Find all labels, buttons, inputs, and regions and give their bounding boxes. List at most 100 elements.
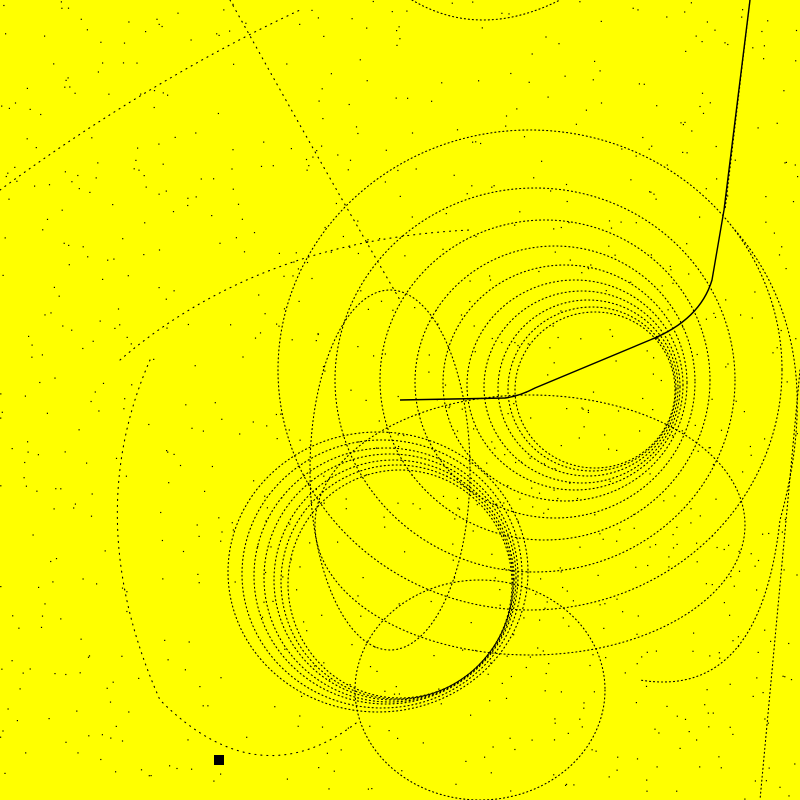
speckle-dot: [568, 222, 570, 224]
speckle-dot: [657, 337, 659, 339]
speckle-dot: [494, 577, 496, 579]
speckle-dot: [544, 690, 546, 692]
speckle-dot: [312, 156, 314, 158]
speckle-dot: [505, 115, 508, 117]
speckle-dot: [53, 508, 55, 510]
speckle-dot: [757, 651, 759, 653]
speckle-dot: [784, 676, 786, 678]
speckle-dot: [99, 320, 101, 322]
speckle-dot: [579, 546, 581, 548]
speckle-dot: [654, 728, 656, 730]
speckle-dot: [667, 309, 669, 311]
solid-trajectory: [399, 0, 751, 401]
speckle-dot: [585, 109, 587, 111]
speckle-dot: [280, 413, 282, 415]
speckle-dot: [537, 647, 539, 649]
speckle-dot: [230, 324, 232, 326]
speckle-dot: [674, 495, 676, 497]
speckle-dot: [565, 784, 567, 786]
speckle-dot: [0, 417, 2, 419]
speckle-dot: [347, 727, 349, 729]
speckle-dot: [646, 779, 648, 781]
speckle-dot: [560, 571, 562, 573]
speckle-dot: [699, 216, 701, 218]
speckle-dot: [27, 441, 29, 443]
speckle-dot: [723, 602, 725, 604]
speckle-dot: [365, 474, 367, 476]
speckle-dot: [686, 152, 688, 154]
spiral-ring: [466, 279, 684, 491]
speckle-dot: [41, 615, 44, 617]
speckle-dot: [559, 567, 561, 569]
speckle-dot: [397, 395, 399, 398]
speckle-dot: [317, 17, 319, 19]
speckle-dot: [783, 90, 785, 92]
spiral-ring: [514, 311, 676, 469]
speckle-dot: [153, 106, 155, 109]
speckle-dot: [442, 248, 444, 250]
speckle-dot: [265, 571, 267, 574]
speckle-dot: [145, 186, 147, 188]
speckle-dot: [718, 652, 720, 654]
speckle-dot: [582, 408, 584, 410]
speckle-dot: [527, 343, 529, 345]
speckle-dot: [1, 411, 3, 413]
speckle-dot: [0, 485, 2, 487]
speckle-dot: [239, 433, 241, 435]
speckle-dot: [762, 533, 764, 535]
speckle-dot: [750, 454, 752, 456]
speckle-dot: [608, 245, 610, 247]
speckle-dot: [471, 185, 473, 187]
speckle-dot: [102, 62, 104, 64]
speckle-dot: [272, 165, 274, 167]
speckle-dot: [553, 489, 555, 491]
speckle-dot: [14, 102, 17, 104]
speckle-dot: [531, 739, 533, 741]
speckle-dot: [324, 370, 326, 372]
speckle-dot: [494, 447, 496, 449]
speckle-dot: [395, 686, 397, 688]
speckle-dot: [367, 788, 369, 790]
speckle-dot: [19, 688, 21, 690]
speckle-dot: [260, 165, 263, 167]
speckle-dot: [795, 60, 797, 62]
speckle-dot: [795, 338, 797, 340]
speckle-dot: [369, 666, 372, 668]
speckle-dot: [449, 405, 451, 407]
speckle-dot: [286, 778, 288, 780]
speckle-dot: [517, 344, 519, 347]
speckle-dot: [701, 41, 703, 43]
speckle-dot: [562, 586, 564, 589]
spiral-ring-left: [241, 439, 523, 709]
speckle-dot: [452, 543, 454, 545]
speckle-dot: [229, 30, 231, 32]
speckle-dot: [292, 275, 294, 277]
speckle-dot: [575, 123, 577, 125]
speckle-dot: [489, 700, 491, 702]
speckle-dot: [505, 697, 508, 699]
speckle-dot: [493, 185, 495, 187]
speckle-dot: [5, 175, 7, 178]
speckle-dot: [507, 413, 509, 415]
speckle-dot: [8, 107, 10, 109]
speckle-dot: [86, 462, 88, 464]
speckle-dot: [135, 159, 137, 161]
speckle-dot: [672, 435, 674, 437]
speckle-dot: [367, 308, 369, 310]
speckle-dot: [299, 23, 301, 25]
speckle-dot: [104, 550, 106, 552]
speckle-dot: [707, 712, 709, 714]
speckle-dot: [399, 38, 401, 40]
speckle-dot: [544, 607, 546, 609]
speckle-dot: [749, 445, 751, 448]
speckle-dot: [221, 418, 223, 420]
speckle-dot: [688, 273, 690, 275]
speckle-dot: [754, 780, 756, 782]
speckle-dot: [5, 33, 7, 35]
speckle-dot: [520, 461, 522, 463]
speckle-dot: [699, 515, 701, 517]
speckle-dot: [695, 35, 697, 37]
speckle-dot: [724, 42, 726, 44]
speckle-dot: [97, 162, 99, 164]
speckle-dot: [123, 408, 125, 410]
